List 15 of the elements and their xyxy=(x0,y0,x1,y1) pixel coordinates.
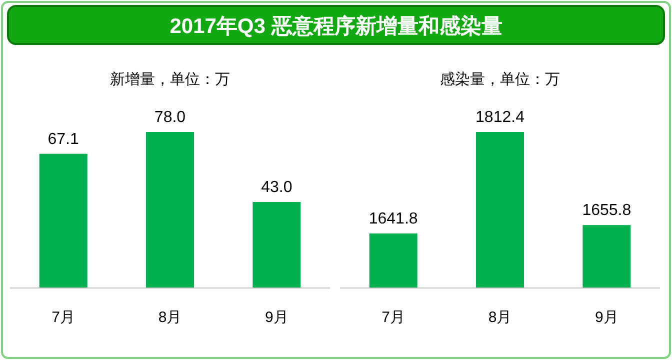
data-label: 78.0 xyxy=(154,109,186,126)
data-label: 43.0 xyxy=(261,179,292,196)
data-label: 1812.4 xyxy=(476,109,525,126)
x-tick-label: 8月 xyxy=(488,309,512,326)
data-label: 1655.8 xyxy=(582,202,632,220)
data-label: 67.1 xyxy=(48,130,80,148)
x-tick-label: 9月 xyxy=(264,309,288,326)
x-tick-label: 8月 xyxy=(158,309,182,326)
x-tick-label: 7月 xyxy=(382,309,406,326)
chart-title: 2017年Q3 恶意程序新增量和感染量 xyxy=(170,14,502,38)
chart-subtitle: 新增量，单位：万 xyxy=(110,71,230,88)
x-tick-label: 9月 xyxy=(594,309,618,326)
data-label: 1641.8 xyxy=(368,210,418,228)
x-tick-label: 7月 xyxy=(52,309,76,326)
chart-subtitle: 感染量，单位：万 xyxy=(440,71,560,88)
